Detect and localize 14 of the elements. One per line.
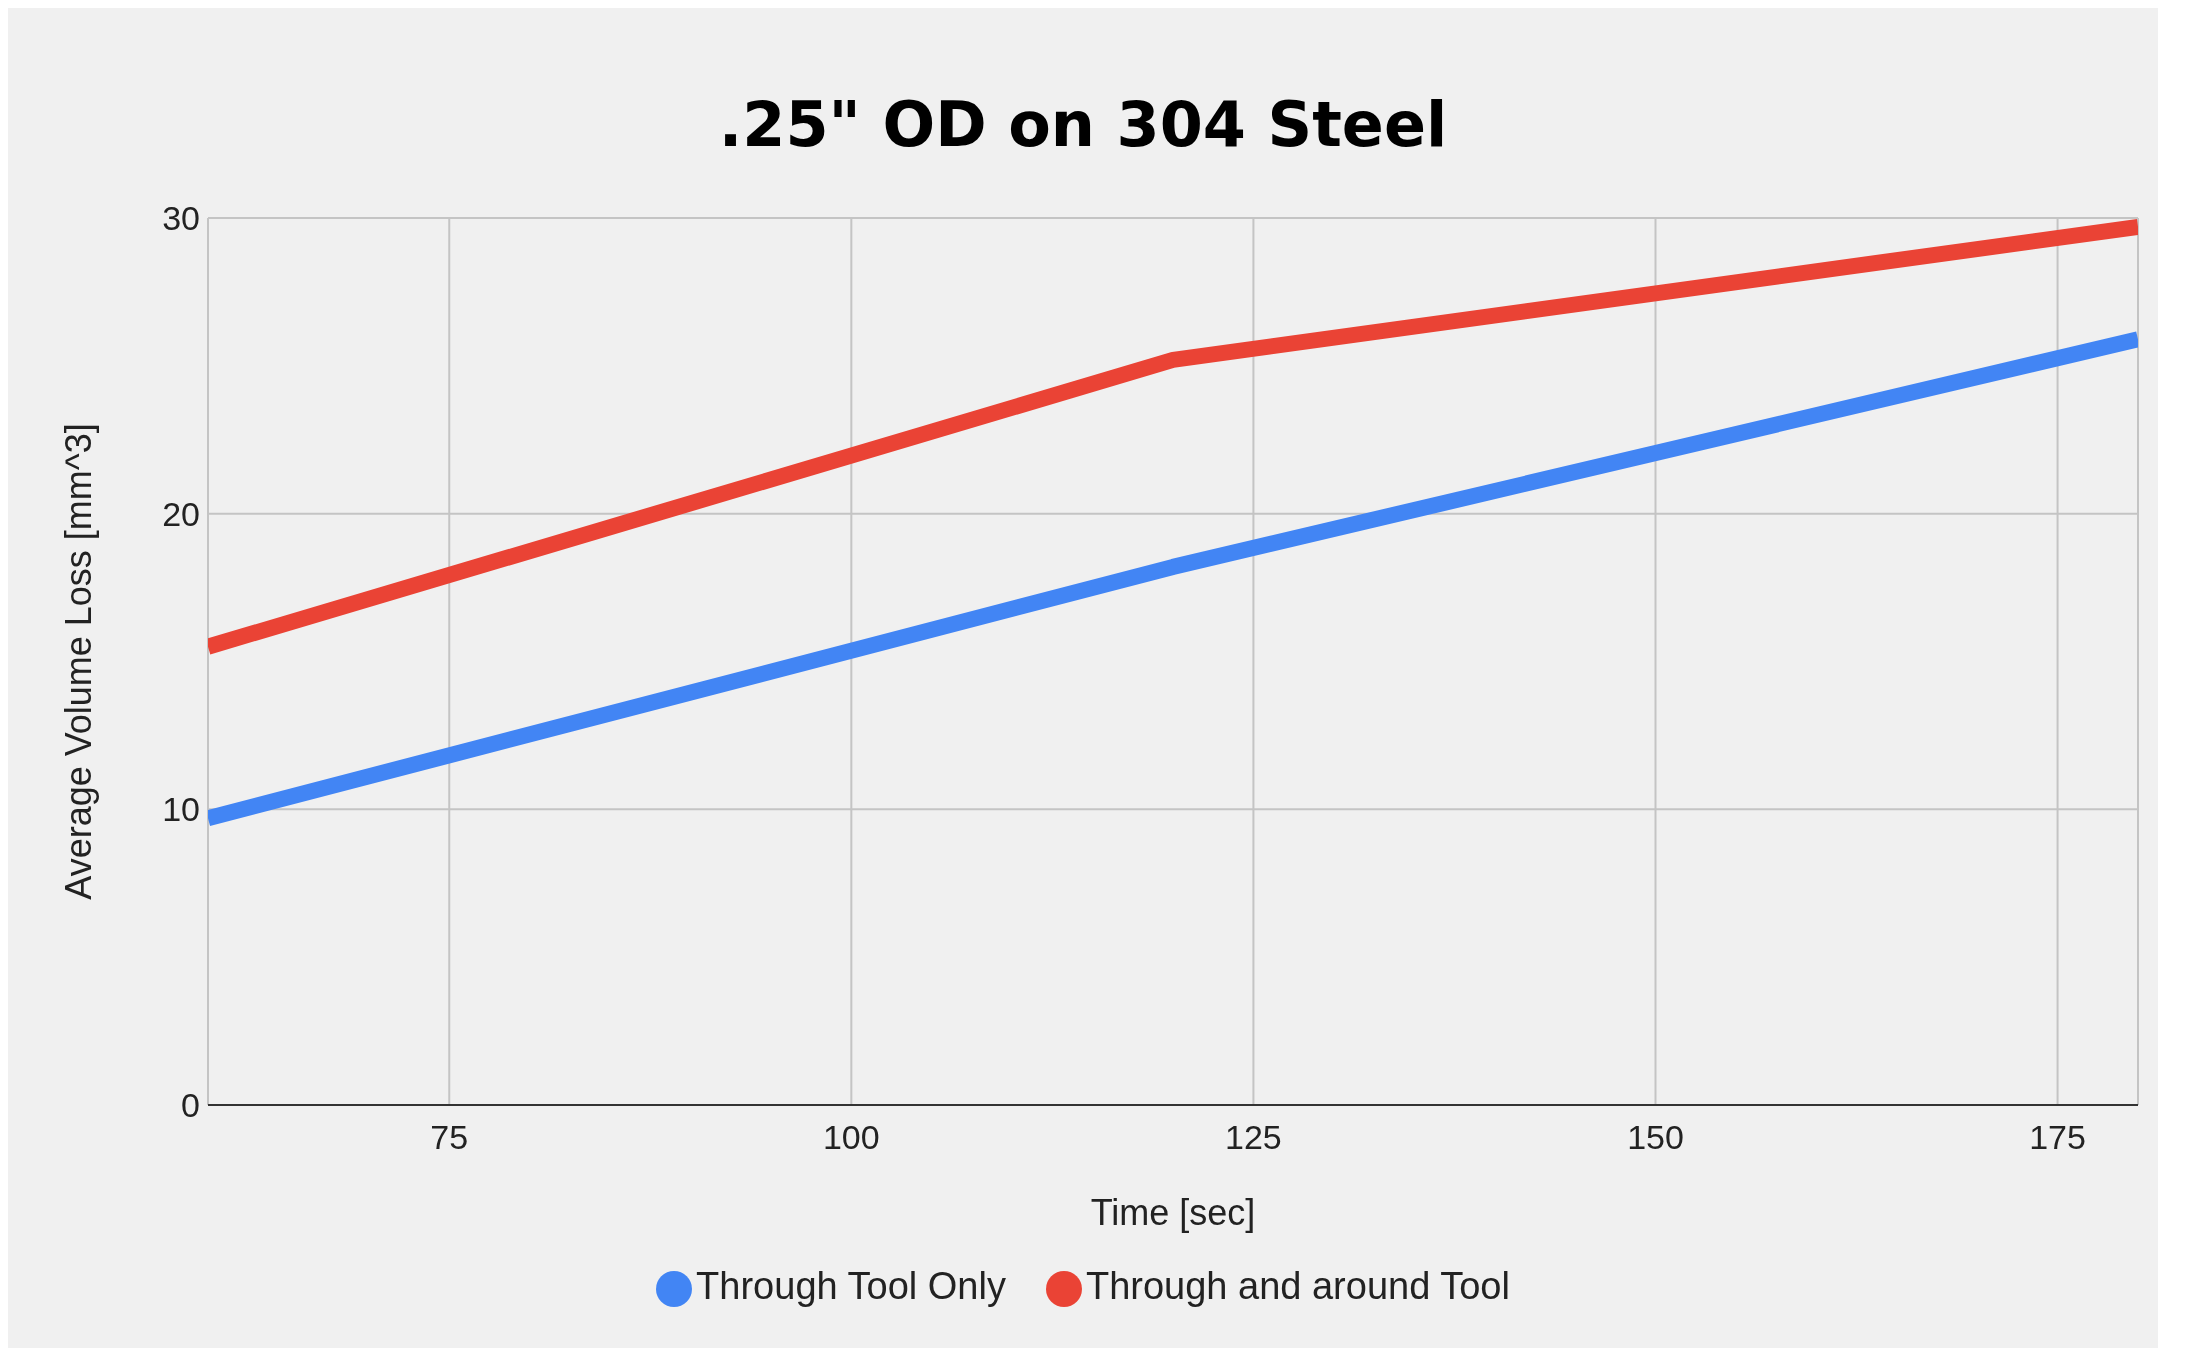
x-tick-label: 175: [2029, 1118, 2086, 1157]
x-axis-title: Time [sec]: [1090, 1192, 1256, 1233]
x-tick-label: 100: [822, 1118, 880, 1157]
legend-label: Through and around Tool: [1085, 1265, 1510, 1307]
chart-title: .25" OD on 304 Steel: [717, 88, 1449, 161]
legend-label: Through Tool Only: [696, 1265, 1006, 1307]
x-tick-label: 125: [1225, 1118, 1282, 1157]
x-tick-label: 75: [430, 1118, 469, 1157]
y-tick-label: 10: [162, 790, 200, 829]
y-tick-label: 0: [181, 1086, 200, 1125]
x-tick-label: 150: [1627, 1118, 1684, 1157]
y-tick-label: 20: [162, 494, 200, 533]
y-axis-title: Average Volume Loss [mm^3]: [57, 423, 99, 900]
y-tick-label: 30: [162, 199, 200, 238]
